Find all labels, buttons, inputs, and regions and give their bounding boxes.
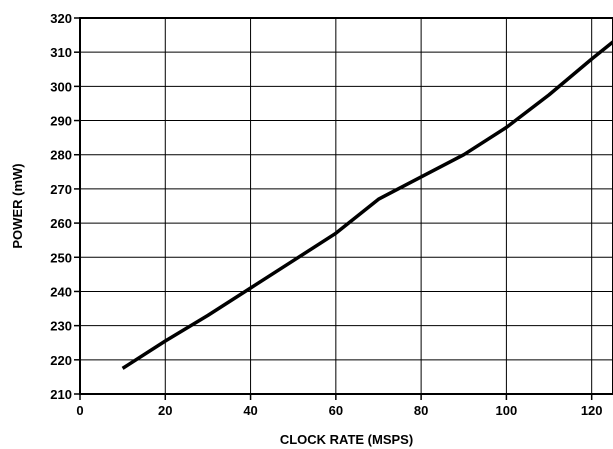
y-tick-label: 250 <box>50 250 72 265</box>
grid <box>79 17 613 395</box>
y-tick-label: 310 <box>50 45 72 60</box>
plot-frame <box>79 17 613 395</box>
x-axis-title: CLOCK RATE (MSPS) <box>280 432 413 447</box>
x-tick-label: 60 <box>329 403 343 418</box>
y-tick-label: 260 <box>50 216 72 231</box>
y-tick-label: 280 <box>50 148 72 163</box>
x-tick-label: 20 <box>158 403 172 418</box>
y-tick-label: 270 <box>50 182 72 197</box>
y-tick-label: 320 <box>50 11 72 26</box>
x-tick-label: 80 <box>414 403 428 418</box>
y-axis-ticks: 210 220 230 240 250 260 270 280 290 300 310 320 <box>50 11 80 402</box>
x-axis-ticks: 0 20 40 60 80 100 120 <box>76 394 603 418</box>
series-line <box>121 40 613 370</box>
x-tick-label: 0 <box>76 403 83 418</box>
y-tick-label: 300 <box>50 79 72 94</box>
x-tick-label: 100 <box>496 403 518 418</box>
y-tick-label: 210 <box>50 387 72 402</box>
x-tick-label: 40 <box>243 403 257 418</box>
y-tick-label: 230 <box>50 319 72 334</box>
x-tick-label: 120 <box>581 403 603 418</box>
y-tick-label: 290 <box>50 114 72 129</box>
y-tick-label: 240 <box>50 284 72 299</box>
y-tick-label: 220 <box>50 353 72 368</box>
y-axis-title: POWER (mW) <box>10 163 25 248</box>
